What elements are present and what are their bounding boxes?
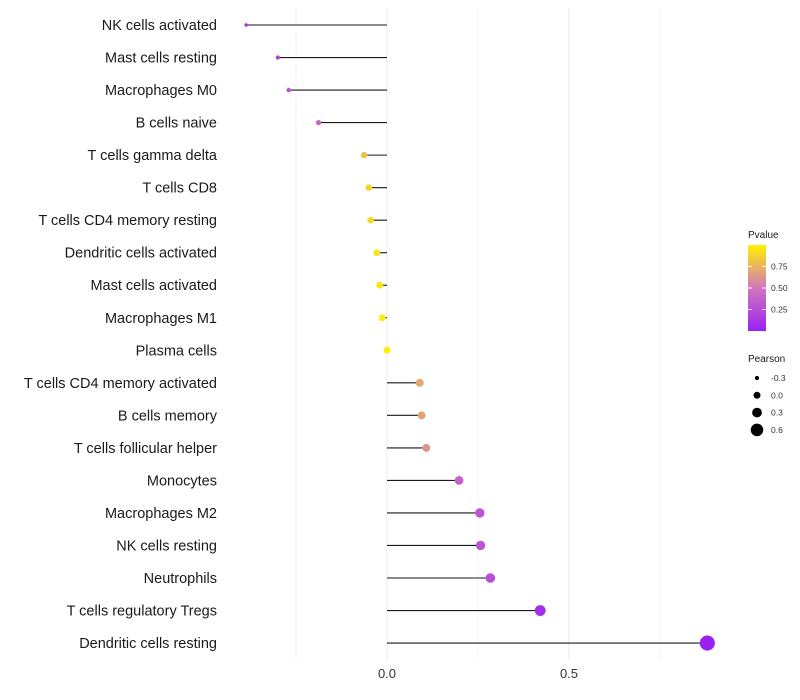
category-label: NK cells resting: [116, 538, 217, 554]
lollipop-point: [383, 346, 391, 354]
x-tick-label: 0.5: [560, 666, 578, 681]
lollipop-point: [422, 443, 431, 452]
category-label: Mast cells resting: [105, 51, 217, 67]
category-label: Macrophages M1: [105, 311, 217, 327]
colorbar-tick-label: 0.50: [771, 283, 788, 293]
category-label: T cells CD8: [142, 181, 217, 197]
lollipop-point: [286, 87, 291, 93]
colorbar-tick-label: 0.25: [771, 305, 788, 315]
category-label: Macrophages M0: [105, 83, 217, 99]
pvalue-legend: Pvalue 0.75 0.50 0.25: [748, 230, 788, 331]
category-label: B cells naive: [136, 116, 217, 132]
lollipop-point: [275, 55, 280, 60]
size-legend-dot: [750, 423, 764, 437]
lollipop-point: [367, 216, 374, 224]
size-legend-label: -0.3: [771, 373, 786, 383]
size-legend-label: 0.0: [771, 390, 783, 400]
lollipop-point: [373, 249, 381, 257]
x-tick-label: 0.0: [378, 666, 396, 681]
size-legend-dot: [754, 375, 760, 381]
category-label: T cells follicular helper: [74, 441, 217, 457]
category-label: T cells regulatory Tregs: [67, 604, 217, 620]
category-label: Macrophages M2: [105, 506, 217, 522]
lollipop-point: [378, 314, 386, 322]
category-label: T cells gamma delta: [88, 148, 218, 164]
pearson-legend: Pearson -0.3 0.0 0.3 0.6: [748, 354, 786, 437]
lollipop-point: [376, 281, 384, 289]
size-legend-dot: [752, 407, 762, 418]
category-label: Neutrophils: [144, 571, 217, 587]
lollipop-point: [454, 476, 464, 485]
category-label: Dendritic cells activated: [65, 246, 217, 262]
pvalue-legend-title: Pvalue: [748, 230, 779, 241]
lollipop-point: [365, 184, 373, 191]
category-label: T cells CD4 memory activated: [24, 376, 217, 392]
pvalue-colorbar: [748, 245, 766, 331]
lollipop-point: [534, 605, 546, 616]
lollipop-point: [475, 540, 486, 551]
lollipop-point: [417, 411, 426, 420]
lollipop-point: [699, 635, 715, 651]
category-label: T cells CD4 memory resting: [38, 213, 217, 229]
category-label: Plasma cells: [136, 343, 217, 359]
size-legend-label: 0.3: [771, 408, 783, 418]
lollipop-point: [475, 508, 485, 518]
category-label: Mast cells activated: [90, 278, 217, 294]
size-legend-label: 0.6: [771, 425, 783, 435]
pearson-legend-title: Pearson: [748, 354, 785, 365]
lollipop-point: [360, 151, 368, 159]
lollipop-point: [485, 573, 496, 583]
size-legend-dot: [753, 391, 761, 399]
category-label: Dendritic cells resting: [79, 636, 217, 652]
lollipop-point: [244, 23, 248, 27]
lollipop-point: [415, 378, 424, 387]
category-label: NK cells activated: [102, 18, 217, 34]
grid-lines: [295, 8, 661, 660]
colorbar-tick-label: 0.75: [771, 262, 788, 272]
category-label: B cells memory: [118, 408, 218, 424]
lollipop-point: [315, 119, 322, 126]
category-label: Monocytes: [147, 473, 217, 489]
